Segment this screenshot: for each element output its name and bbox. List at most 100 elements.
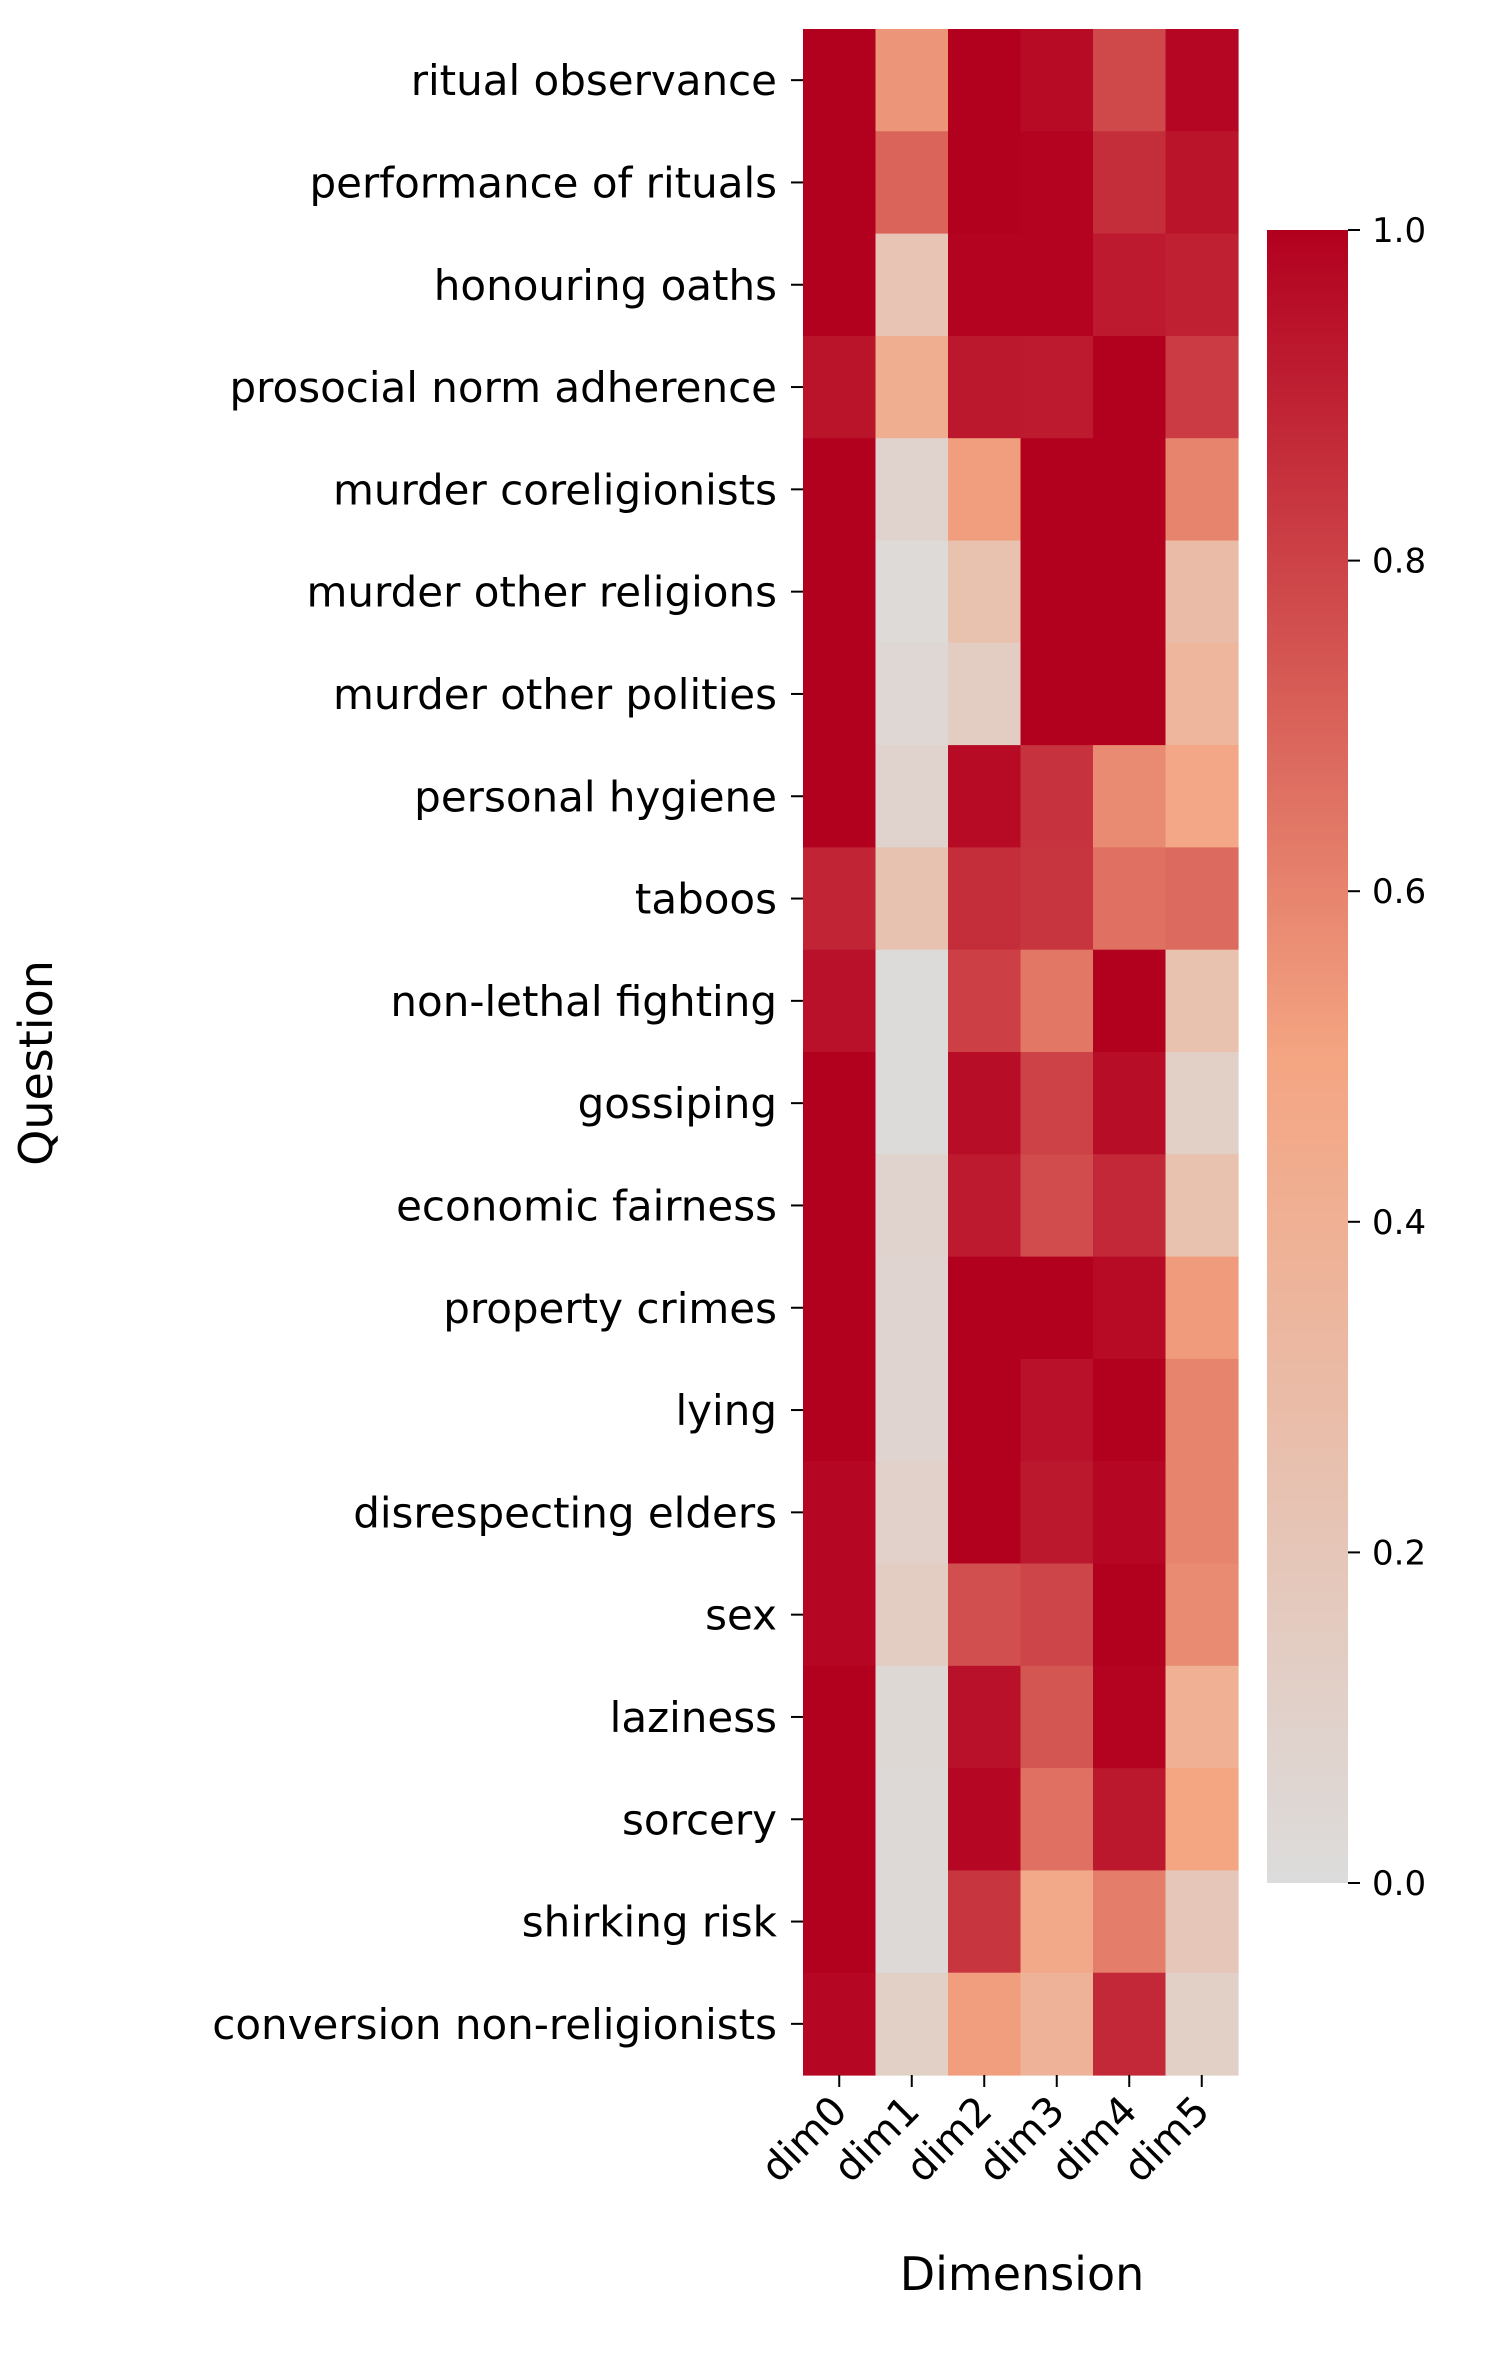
heatmap-cell <box>1093 1052 1167 1155</box>
heatmap-cell <box>875 1665 949 1769</box>
y-tick-label: disrespecting elders <box>353 1488 777 1537</box>
heatmap-cell <box>1165 745 1239 848</box>
y-tick-label: murder other polities <box>333 670 777 719</box>
x-tick-label: dim5 <box>1115 2088 1219 2192</box>
heatmap-cell <box>948 335 1022 439</box>
heatmap-cell <box>875 1768 949 1871</box>
heatmap-cell <box>948 1154 1022 1258</box>
heatmap-cell <box>1165 1972 1239 2076</box>
heatmap-cell <box>1165 233 1239 337</box>
heatmap-cell <box>1020 1052 1094 1155</box>
heatmap-cell <box>803 1665 877 1769</box>
heatmap-cell <box>1165 642 1239 746</box>
heatmap-cell <box>1093 642 1167 746</box>
colorbar-tick-label: 0.2 <box>1372 1533 1426 1573</box>
heatmap-cell <box>1093 131 1167 235</box>
heatmap-cell <box>948 1665 1022 1769</box>
y-tick-label: murder other religions <box>307 568 777 617</box>
heatmap-cell <box>1020 335 1094 439</box>
heatmap-cell <box>803 1052 877 1155</box>
heatmap-cell <box>1020 1768 1094 1871</box>
heatmap-cell <box>1093 949 1167 1053</box>
heatmap-cell <box>1093 233 1167 337</box>
heatmap-cell <box>1020 1870 1094 1974</box>
heatmap-cell <box>803 1256 877 1360</box>
heatmap-cell <box>1020 131 1094 235</box>
heatmap-cell <box>803 745 877 848</box>
heatmap-cell <box>803 642 877 746</box>
y-ticks: ritual observance performance of rituals h… <box>212 56 803 2049</box>
heatmap-cell <box>803 949 877 1053</box>
heatmap-cell <box>948 1256 1022 1360</box>
heatmap-cell <box>1093 1972 1167 2076</box>
y-tick-label: gossiping <box>578 1079 777 1128</box>
colorbar-tick-label: 0.0 <box>1372 1864 1426 1904</box>
heatmap-cell <box>1165 847 1239 951</box>
heatmap-cell <box>1093 438 1167 542</box>
heatmap-cell <box>875 1972 949 2076</box>
heatmap-cell <box>1020 1461 1094 1565</box>
y-tick-label: property crimes <box>443 1284 777 1333</box>
heatmap-cell <box>1165 438 1239 542</box>
heatmap-cell <box>803 1972 877 2076</box>
colorbar-gradient <box>1267 230 1348 1883</box>
heatmap-cell <box>1093 1563 1167 1667</box>
heatmap-cell <box>1020 438 1094 542</box>
heatmap-cell <box>1093 1461 1167 1565</box>
heatmap-cell <box>1165 1358 1239 1462</box>
heatmap-cell <box>1165 1563 1239 1667</box>
heatmap-cell <box>948 1972 1022 2076</box>
heatmap-cell <box>1020 642 1094 746</box>
heatmap-cell <box>1165 1665 1239 1769</box>
heatmap-cell <box>1020 745 1094 848</box>
heatmap-cell <box>803 1154 877 1258</box>
heatmap-cell <box>803 847 877 951</box>
heatmap-cell <box>875 335 949 439</box>
y-axis-label: Question <box>9 960 63 1166</box>
heatmap-cell <box>1165 1154 1239 1258</box>
heatmap-cell <box>803 1563 877 1667</box>
heatmap-cell <box>948 1768 1022 1871</box>
heatmap-cell <box>1093 1256 1167 1360</box>
heatmap-cell <box>948 29 1022 132</box>
heatmap-cell <box>1020 1563 1094 1667</box>
heatmap-cell <box>1165 29 1239 132</box>
heatmap-cell <box>1020 233 1094 337</box>
y-tick-label: honouring oaths <box>434 261 777 310</box>
y-tick-label: economic fairness <box>396 1181 777 1230</box>
heatmap-cell <box>803 335 877 439</box>
heatmap-cell <box>948 438 1022 542</box>
heatmap-cell <box>948 540 1022 644</box>
heatmap-cell <box>1165 335 1239 439</box>
heatmap-cell <box>1020 949 1094 1053</box>
heatmap-cell <box>1093 540 1167 644</box>
y-tick-label: taboos <box>635 875 777 924</box>
heatmap-cell <box>948 745 1022 848</box>
heatmap-cell <box>948 847 1022 951</box>
heatmap-cell <box>803 131 877 235</box>
heatmap-cell <box>1020 1358 1094 1462</box>
y-tick-label: lying <box>676 1386 777 1435</box>
heatmap-cell <box>803 1768 877 1871</box>
heatmap-cell <box>875 1870 949 1974</box>
heatmap-cell <box>875 29 949 132</box>
heatmap-cell <box>1165 131 1239 235</box>
heatmap-cell <box>803 1461 877 1565</box>
heatmap-cell <box>948 642 1022 746</box>
heatmap-cell <box>1165 540 1239 644</box>
heatmap-cell <box>1020 1972 1094 2076</box>
heatmap-cell <box>875 745 949 848</box>
heatmap-cell <box>803 29 877 132</box>
heatmap-cell <box>875 1358 949 1462</box>
heatmap-cells <box>803 29 1239 2076</box>
heatmap-cell <box>948 233 1022 337</box>
heatmap-cell <box>803 438 877 542</box>
heatmap-cell <box>803 540 877 644</box>
heatmap-cell <box>1093 1870 1167 1974</box>
heatmap-cell <box>1165 1768 1239 1871</box>
heatmap-cell <box>1020 1665 1094 1769</box>
heatmap-cell <box>803 233 877 337</box>
colorbar-tick-label: 0.8 <box>1372 542 1426 582</box>
heatmap-cell <box>1165 1461 1239 1565</box>
